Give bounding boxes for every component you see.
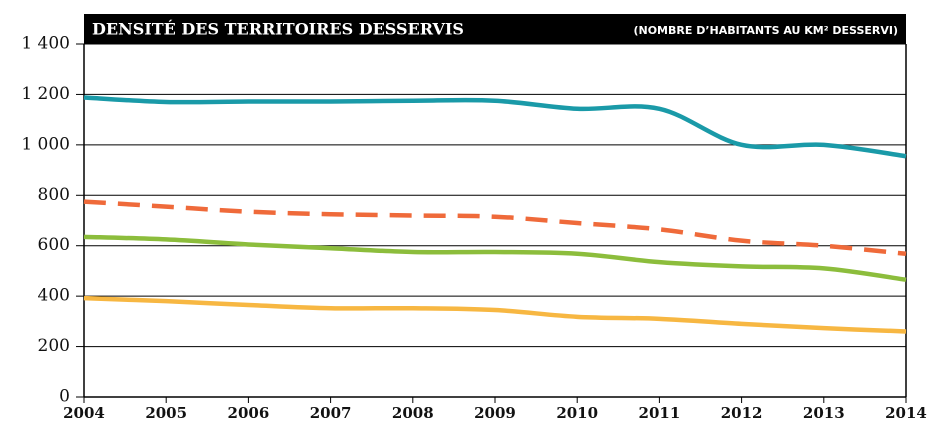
title-bar	[84, 14, 906, 44]
x-tick-label: 2014	[885, 404, 927, 422]
series-line	[83, 199, 907, 257]
y-tick-label: 1 200	[21, 84, 70, 104]
y-tick-label: 600	[38, 235, 70, 255]
x-tick-label: 2004	[63, 404, 105, 422]
x-tick-label: 2013	[803, 404, 845, 422]
y-tick-label: 1 400	[21, 34, 70, 54]
x-tick-label: 2007	[310, 404, 352, 422]
x-tick-label: 2005	[145, 404, 187, 422]
x-tick-label: 2008	[392, 404, 434, 422]
y-tick-label: 800	[38, 185, 70, 205]
y-tick-label: 200	[38, 336, 70, 356]
y-tick-label: 0	[59, 387, 70, 407]
x-tick-label: 2006	[228, 404, 270, 422]
chart-subtitle: (NOMBRE D’HABITANTS AU KM² DESSERVI)	[633, 24, 898, 37]
x-tick-label: 2010	[556, 404, 598, 422]
x-tick-label: 2011	[639, 404, 681, 422]
series-line	[83, 295, 907, 334]
series-line	[83, 234, 907, 282]
y-tick-label: 1 000	[21, 134, 70, 154]
x-tick-label: 2009	[474, 404, 516, 422]
y-tick-label: 400	[38, 286, 70, 306]
chart-title: DENSITÉ DES TERRITOIRES DESSERVIS	[92, 19, 464, 39]
series-line	[83, 95, 907, 159]
x-tick-label: 2012	[721, 404, 763, 422]
